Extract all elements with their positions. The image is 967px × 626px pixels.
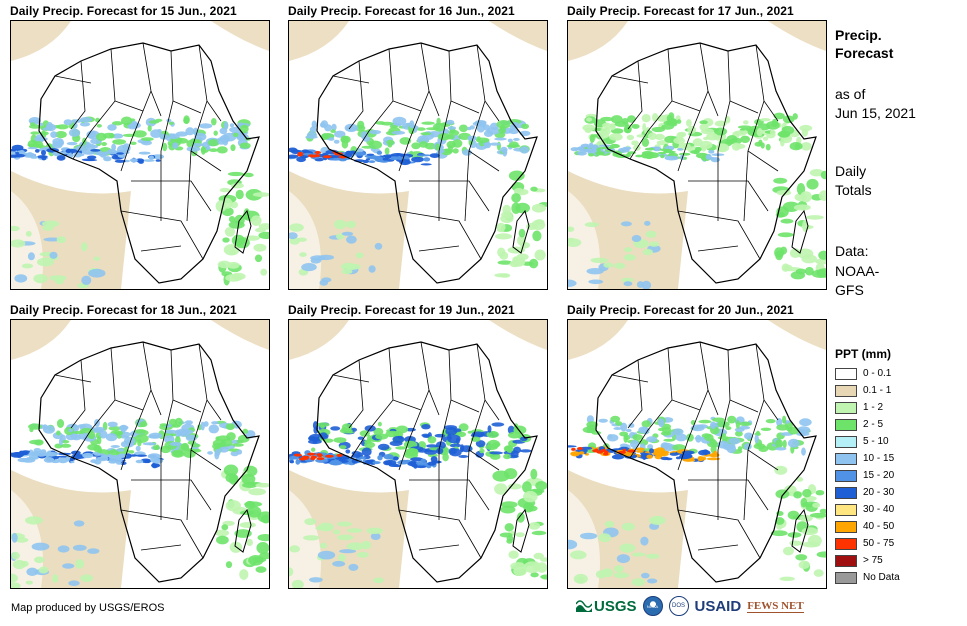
precip-map-svg	[289, 320, 547, 588]
legend-swatch	[835, 571, 857, 584]
precip-map-svg	[568, 21, 826, 289]
precip-map-svg	[289, 21, 547, 289]
as-of-label: as of	[835, 86, 866, 102]
africa-map	[567, 319, 827, 589]
legend-swatch	[835, 435, 857, 448]
africa-map	[10, 319, 270, 589]
usgs-wave-icon	[576, 600, 592, 612]
legend-item: 40 - 50	[835, 518, 900, 535]
legend-label: 40 - 50	[863, 521, 895, 532]
legend-label: > 75	[863, 555, 883, 566]
map-panel-1: Daily Precip. Forecast for 15 Jun., 2021	[10, 2, 272, 292]
panel-title: Daily Precip. Forecast for 16 Jun., 2021	[288, 4, 515, 18]
legend-item: > 75	[835, 552, 900, 569]
forecast-title: Precip. Forecast	[835, 27, 894, 61]
legend-swatch	[835, 486, 857, 499]
legend-swatch	[835, 554, 857, 567]
usgs-logo: USGS	[576, 598, 637, 615]
map-panel-5: Daily Precip. Forecast for 19 Jun., 2021	[288, 301, 550, 591]
precip-map-svg	[11, 320, 269, 588]
legend-label: 0.1 - 1	[863, 385, 892, 396]
legend-swatch	[835, 384, 857, 397]
precip-map-svg	[11, 21, 269, 289]
partner-logos: USGS NOAA DOS USAID FEWS NET	[576, 596, 804, 616]
legend-item: 15 - 20	[835, 467, 900, 484]
usaid-logo: USAID	[694, 597, 742, 615]
precip-map-svg	[568, 320, 826, 588]
legend-label: 2 - 5	[863, 419, 884, 430]
legend-item: 5 - 10	[835, 433, 900, 450]
noaa-logo: NOAA	[642, 596, 663, 616]
data-source: NOAA-GFS	[835, 263, 880, 298]
legend-label: 50 - 75	[863, 538, 895, 549]
panel-title: Daily Precip. Forecast for 15 Jun., 2021	[10, 4, 237, 18]
legend-swatch	[835, 418, 857, 431]
legend-label: 15 - 20	[863, 470, 895, 481]
precip-legend: PPT (mm) 0 - 0.1 0.1 - 1 1 - 2 2 - 5 5 - 10 1…	[835, 347, 900, 586]
legend-item: 2 - 5	[835, 416, 900, 433]
legend-item: 10 - 15	[835, 450, 900, 467]
fews-net-logo: FEWS NET	[747, 599, 804, 613]
panel-title: Daily Precip. Forecast for 20 Jun., 2021	[567, 303, 794, 317]
legend-label: 5 - 10	[863, 436, 889, 447]
africa-map	[10, 20, 270, 290]
africa-map	[288, 319, 548, 589]
legend-swatch	[835, 537, 857, 550]
legend-item: No Data	[835, 569, 900, 586]
as-of-date: Jun 15, 2021	[835, 105, 916, 121]
credit-text: Map produced by USGS/EROS	[11, 602, 165, 614]
panel-title: Daily Precip. Forecast for 17 Jun., 2021	[567, 4, 794, 18]
panel-title: Daily Precip. Forecast for 18 Jun., 2021	[10, 303, 237, 317]
legend-item: 0 - 0.1	[835, 365, 900, 382]
map-panel-3: Daily Precip. Forecast for 17 Jun., 2021	[567, 2, 829, 292]
map-panel-2: Daily Precip. Forecast for 16 Jun., 2021	[288, 2, 550, 292]
legend-swatch	[835, 401, 857, 414]
legend-swatch	[835, 503, 857, 516]
africa-map	[288, 20, 548, 290]
legend-title: PPT (mm)	[835, 347, 892, 361]
state-dept-seal: DOS	[668, 596, 689, 616]
legend-item: 1 - 2	[835, 399, 900, 416]
legend-swatch	[835, 520, 857, 533]
legend-item: 30 - 40	[835, 501, 900, 518]
legend-item: 0.1 - 1	[835, 382, 900, 399]
legend-swatch	[835, 469, 857, 482]
legend-swatch	[835, 367, 857, 380]
panel-title: Daily Precip. Forecast for 19 Jun., 2021	[288, 303, 515, 317]
legend-label: 30 - 40	[863, 504, 895, 515]
legend-item: 20 - 30	[835, 484, 900, 501]
map-panel-6: Daily Precip. Forecast for 20 Jun., 2021	[567, 301, 829, 591]
legend-item: 50 - 75	[835, 535, 900, 552]
legend-label: 0 - 0.1	[863, 368, 892, 379]
data-label: Data:	[835, 243, 869, 259]
daily-totals-label: Daily Totals	[835, 163, 872, 198]
africa-map	[567, 20, 827, 290]
legend-label: 20 - 30	[863, 487, 895, 498]
legend-label: 1 - 2	[863, 402, 884, 413]
map-panel-4: Daily Precip. Forecast for 18 Jun., 2021	[10, 301, 272, 591]
legend-label: 10 - 15	[863, 453, 895, 464]
legend-swatch	[835, 452, 857, 465]
legend-label: No Data	[863, 572, 900, 583]
